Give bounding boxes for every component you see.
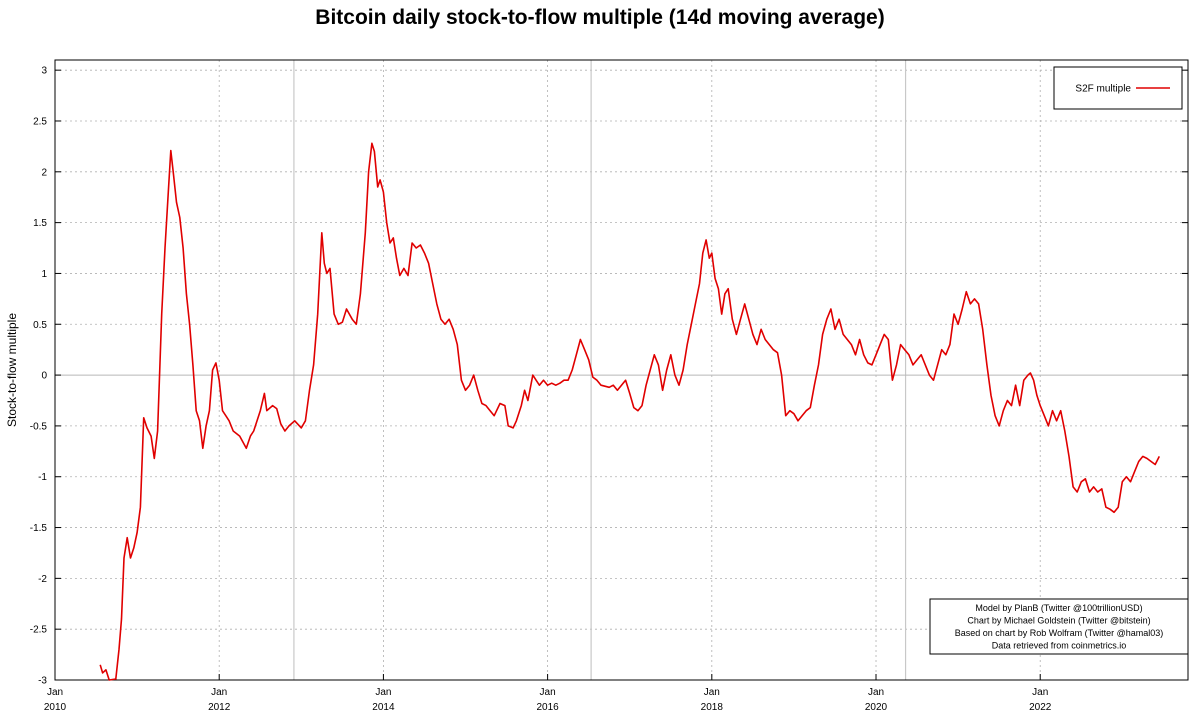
grid xyxy=(55,60,1188,681)
legend-entry-s2f-multiple: S2F multiple xyxy=(1075,84,1131,95)
series-line-s2f-multiple xyxy=(99,142,1161,681)
x-tick-month: Jan xyxy=(540,687,556,698)
y-tick-label: -1 xyxy=(38,472,47,483)
x-tick-month: Jan xyxy=(375,687,391,698)
x-tick-month: Jan xyxy=(704,687,720,698)
y-tick-label: 1 xyxy=(41,269,47,280)
y-tick-label: -1.5 xyxy=(30,523,48,534)
x-tick-month: Jan xyxy=(868,687,884,698)
x-tick-month: Jan xyxy=(211,687,227,698)
y-axis-label: Stock-to-flow multiple xyxy=(5,313,19,427)
y-tick-label: -0.5 xyxy=(30,421,48,432)
x-tick-year: 2012 xyxy=(208,702,231,713)
x-tick-year: 2020 xyxy=(865,702,888,713)
credit-line-data-source: Data retrieved from coinmetrics.io xyxy=(992,641,1127,651)
credits-frame xyxy=(929,598,1189,655)
x-tick-year: 2022 xyxy=(1029,702,1052,713)
chart-title: Bitcoin daily stock-to-flow multiple (14… xyxy=(315,6,885,29)
x-tick-year: 2014 xyxy=(372,702,395,713)
x-tick-month: Jan xyxy=(1032,687,1048,698)
credit-line-chart: Chart by Michael Goldstein (Twitter @bit… xyxy=(967,616,1150,626)
credits-box: Model by PlanB (Twitter @100trillionUSD)… xyxy=(929,598,1189,655)
y-tick-label: 2.5 xyxy=(33,116,47,127)
y-tick-label: -2 xyxy=(38,574,47,585)
y-tick-label: 3 xyxy=(41,66,47,77)
plot-frame xyxy=(54,59,1189,681)
y-tick-label: 1.5 xyxy=(33,218,47,229)
y-tick-label: 0.5 xyxy=(33,320,47,331)
x-tick-year: 2010 xyxy=(44,702,67,713)
y-tick-label: -3 xyxy=(38,676,47,687)
y-axis-ticks: 3 2.5 2 1.5 1 0.5 0 -0.5 -1 -1.5 -2 -2.5 -3 xyxy=(30,66,1188,687)
y-tick-label: 0 xyxy=(41,371,47,382)
halving-lines xyxy=(293,60,907,680)
x-tick-year: 2016 xyxy=(536,702,559,713)
x-axis-ticks: Jan 2010 Jan 2012 Jan 2014 Jan 2016 Jan 2018 Jan 20… xyxy=(44,674,1052,713)
y-tick-label: -2.5 xyxy=(30,625,48,636)
credit-line-based-on: Based on chart by Rob Wolfram (Twitter @… xyxy=(955,628,1164,638)
legend: S2F multiple xyxy=(1053,66,1183,110)
x-tick-month: Jan xyxy=(47,687,63,698)
credit-line-model: Model by PlanB (Twitter @100trillionUSD) xyxy=(975,603,1142,613)
x-tick-year: 2018 xyxy=(701,702,724,713)
y-tick-label: 2 xyxy=(41,167,47,178)
